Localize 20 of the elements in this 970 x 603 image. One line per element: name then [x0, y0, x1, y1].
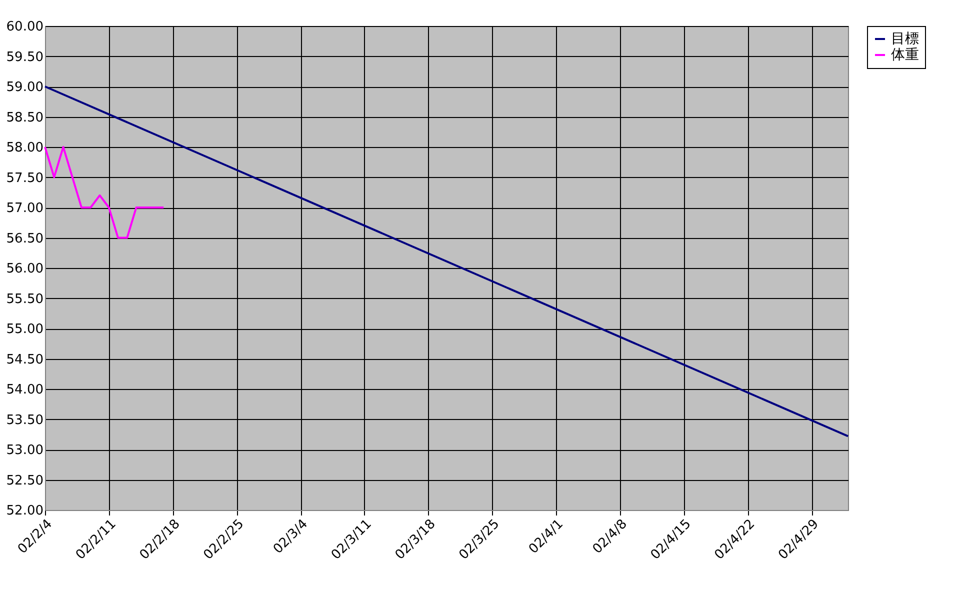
y-tick-label: 55.50 — [6, 292, 44, 307]
line-series — [44, 146, 165, 239]
legend-label: 体重 — [891, 47, 919, 63]
y-tick-label: 59.00 — [6, 80, 44, 95]
y-tick-label: 54.00 — [6, 382, 44, 398]
y-tick-label: 57.00 — [6, 201, 44, 216]
y-tick-label: 53.00 — [6, 443, 44, 458]
y-tick-label: 52.00 — [6, 504, 44, 518]
y-tick-label: 58.50 — [6, 110, 44, 126]
legend-label: 目標 — [891, 31, 919, 47]
y-tick-label: 57.50 — [6, 170, 44, 186]
y-tick-label: 52.50 — [6, 473, 44, 488]
y-tick-label: 59.50 — [6, 50, 44, 65]
y-tick-label: 53.50 — [6, 412, 44, 428]
y-tick-label: 60.00 — [6, 20, 44, 34]
y-tick-label: 56.00 — [6, 262, 44, 276]
y-tick-label: 54.50 — [6, 352, 44, 368]
y-tick-label: 55.00 — [6, 322, 44, 337]
y-tick-label: 56.50 — [6, 231, 44, 246]
y-tick-label: 58.00 — [6, 140, 44, 156]
